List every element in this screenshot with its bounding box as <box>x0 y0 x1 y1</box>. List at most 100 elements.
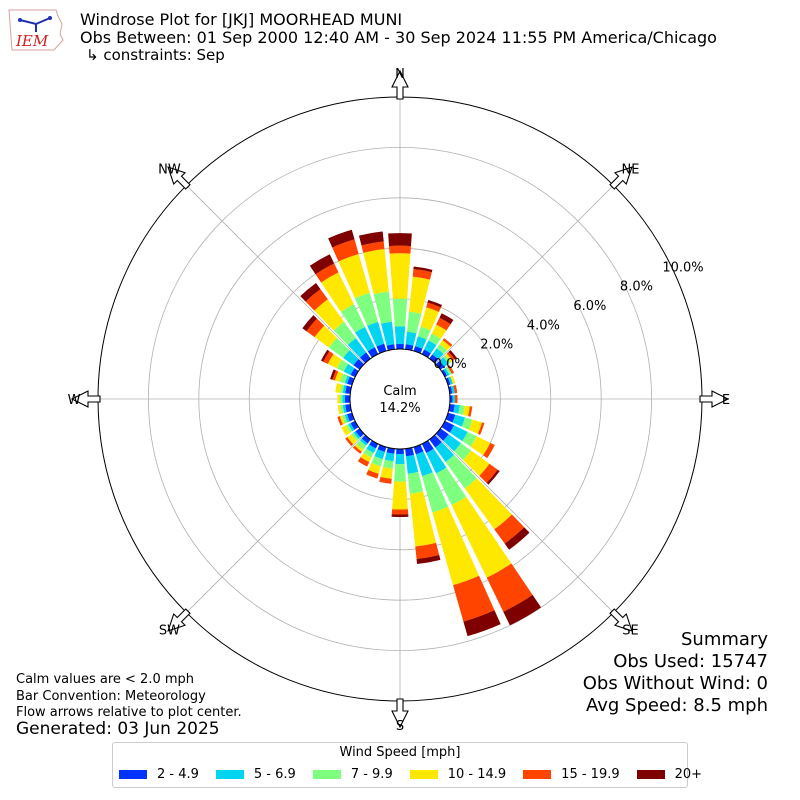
bar-segment <box>417 326 431 340</box>
bar-segment <box>389 253 411 299</box>
bar-segment <box>454 394 458 404</box>
legend-label: 15 - 19.9 <box>561 767 620 782</box>
bar-segment <box>443 355 451 364</box>
bar-segment <box>462 431 477 447</box>
bar-segment <box>343 350 359 366</box>
legend-item: 10 - 14.9 <box>409 767 506 782</box>
radial-tick-label: 2.0% <box>480 338 513 353</box>
summary-title: Summary <box>681 629 768 650</box>
bar-segment <box>444 353 453 363</box>
summary-obs-used: Obs Used: 15747 <box>613 651 768 672</box>
bar-segment <box>427 300 443 308</box>
legend-item: 20+ <box>636 767 703 782</box>
bar-segment <box>334 371 343 382</box>
bar-segment <box>314 325 337 348</box>
bar-segment <box>300 282 321 302</box>
bar-segment <box>426 448 447 474</box>
legend-item: 2 - 4.9 <box>119 767 199 782</box>
bar-segment <box>447 365 455 374</box>
iem-logo-text: IEM <box>15 32 49 50</box>
bar-segment <box>341 425 351 436</box>
flow-arrow-shape <box>609 166 633 190</box>
bar-segment <box>412 269 432 280</box>
bar-segment <box>347 434 357 445</box>
bar-segment <box>356 440 367 450</box>
bar-segment <box>343 363 355 375</box>
bar-segment <box>448 386 453 394</box>
legend-items: 2 - 4.9 5 - 6.9 7 - 9.9 10 - 14.9 15 - 19.9 2… <box>119 767 719 782</box>
bar-segment <box>494 514 525 544</box>
legend-title: Wind Speed [mph] <box>339 745 461 760</box>
bar-segment <box>407 471 424 494</box>
bar-segment <box>432 348 444 360</box>
bar-segment <box>415 451 433 477</box>
bar-segment <box>355 326 375 352</box>
bar-segment <box>342 414 348 424</box>
bar-segment <box>396 343 404 350</box>
bar-segment <box>451 496 512 578</box>
legend-label: 20+ <box>674 767 703 782</box>
compass-label: N <box>395 67 405 82</box>
bar-segment <box>436 317 451 331</box>
bar-segment <box>458 405 465 415</box>
bar-segment <box>351 432 359 441</box>
bar-segment <box>463 405 470 417</box>
flow-arrow-shape <box>391 69 409 100</box>
legend-swatch <box>636 770 665 779</box>
flow-arrow-shape <box>167 608 191 632</box>
iem-logo-graphic: IEM <box>8 9 64 51</box>
bar-segment <box>452 395 456 403</box>
bar-segment <box>335 383 342 393</box>
summary-avg-speed: Avg Speed: 8.5 mph <box>586 695 768 716</box>
bar-segment <box>477 422 485 435</box>
bar-segment <box>426 302 441 312</box>
bar-segment <box>373 291 393 324</box>
bar-segment <box>315 263 339 283</box>
bar-segment <box>339 373 348 384</box>
bar-segment <box>345 404 352 413</box>
legend-label: 7 - 9.9 <box>350 767 393 782</box>
bar-segment <box>354 292 379 326</box>
legend-item: 5 - 6.9 <box>215 767 296 782</box>
bar-segment <box>435 428 449 441</box>
bar-segment <box>448 404 455 413</box>
bar-segment <box>405 331 417 346</box>
flow-arrow <box>167 166 191 190</box>
bar-segment <box>405 447 415 457</box>
bar-segment <box>355 428 365 438</box>
bar-segment <box>323 351 334 364</box>
bar-segment <box>336 359 349 372</box>
flow-arrow-shape <box>699 390 730 408</box>
bar-segment <box>420 307 439 331</box>
flow-arrow <box>70 390 101 408</box>
legend-label: 2 - 4.9 <box>157 767 199 782</box>
bar-segment <box>421 440 434 454</box>
bar-segment <box>415 336 427 349</box>
bar-segment <box>470 436 491 456</box>
bar-segment <box>350 420 359 430</box>
compass-label: E <box>722 393 730 408</box>
bar-segment <box>350 368 359 378</box>
legend-item: 7 - 9.9 <box>312 767 393 782</box>
bar-segment <box>384 452 395 462</box>
legend-label: 5 - 6.9 <box>253 767 296 782</box>
bar-segment <box>321 349 330 362</box>
bar-segment <box>337 416 343 426</box>
bar-segment <box>503 594 542 626</box>
bar-segment <box>391 514 409 518</box>
iem-logo: IEM <box>6 6 66 52</box>
bar-segment <box>302 315 318 332</box>
bar-segment <box>367 321 385 347</box>
windrose-chart: Calm 14.2% 0.0% 2.0% 4.0% 6.0% 8.0% 10.0% N NE E SE… <box>68 67 731 734</box>
legend-swatch <box>523 770 552 779</box>
bar-segment <box>435 442 455 462</box>
summary-obs-without-wind: Obs Without Wind: 0 <box>582 673 768 694</box>
bar-segment <box>449 425 468 442</box>
bar-segment <box>371 456 383 467</box>
bar-segment <box>337 405 342 415</box>
bar-segment <box>369 440 379 449</box>
bar-segment <box>352 445 362 454</box>
bar-segment <box>333 321 356 345</box>
bar-segment <box>415 542 440 560</box>
legend-swatch <box>215 770 244 779</box>
